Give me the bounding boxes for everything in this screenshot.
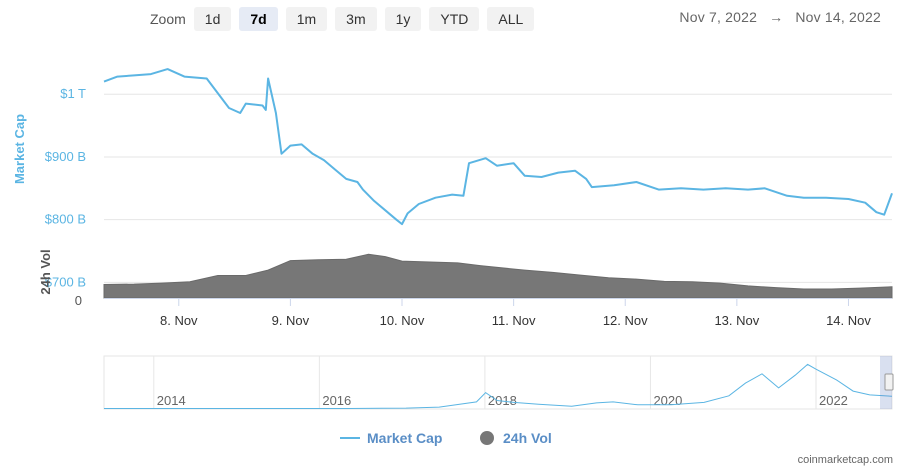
navigator-tick-label: 2022: [819, 393, 848, 408]
y-tick-label: $1 T: [60, 86, 86, 101]
x-tick-label: 10. Nov: [380, 313, 425, 328]
navigator-handle[interactable]: [884, 373, 894, 391]
date-to[interactable]: Nov 14, 2022: [795, 9, 881, 25]
date-range: Nov 7, 2022 → Nov 14, 2022: [673, 9, 887, 25]
x-tick-label: 12. Nov: [603, 313, 648, 328]
volume-axis-title: 24h Vol: [38, 249, 53, 294]
zoom-7d-button[interactable]: 7d: [239, 7, 278, 31]
navigator-tick-label: 2016: [322, 393, 351, 408]
navigator-tick-label: 2018: [488, 393, 517, 408]
zoom-1d-button[interactable]: 1d: [193, 7, 232, 31]
navigator-line: [104, 363, 893, 409]
y-tick-label: $700 B: [45, 274, 86, 289]
y-tick-label: $900 B: [45, 149, 86, 164]
volume-zero-tick: 0: [75, 293, 82, 308]
navigator-tick-label: 2014: [157, 393, 186, 408]
x-tick-label: 13. Nov: [714, 313, 759, 328]
legend-volume-label[interactable]: 24h Vol: [503, 430, 552, 446]
x-tick-label: 9. Nov: [272, 313, 310, 328]
market-cap-line: [103, 68, 893, 226]
date-arrow: →: [769, 9, 784, 25]
volume-area: [103, 253, 893, 299]
y-tick-label: $800 B: [45, 212, 86, 227]
zoom-1m-button[interactable]: 1m: [285, 7, 328, 31]
legend-volume-swatch: [480, 431, 494, 445]
navigator-tick-label: 2020: [653, 393, 682, 408]
zoom-3m-button[interactable]: 3m: [335, 7, 377, 31]
x-tick-label: 14. Nov: [826, 313, 871, 328]
x-tick-label: 11. Nov: [492, 313, 536, 328]
x-tick-label: 8. Nov: [160, 313, 198, 328]
zoom-1y-button[interactable]: 1y: [384, 7, 422, 31]
zoom-ytd-button[interactable]: YTD: [429, 7, 480, 31]
legend-market-cap-label[interactable]: Market Cap: [367, 430, 442, 446]
date-from[interactable]: Nov 7, 2022: [679, 9, 758, 25]
zoom-all-button[interactable]: ALL: [487, 7, 535, 31]
credit-link[interactable]: coinmarketcap.com: [797, 454, 893, 466]
y-axis-title: Market Cap: [12, 114, 27, 184]
zoom-controls: Zoom 1d 7d 1m 3m 1y YTD ALL: [150, 6, 542, 32]
zoom-label: Zoom: [150, 11, 186, 27]
